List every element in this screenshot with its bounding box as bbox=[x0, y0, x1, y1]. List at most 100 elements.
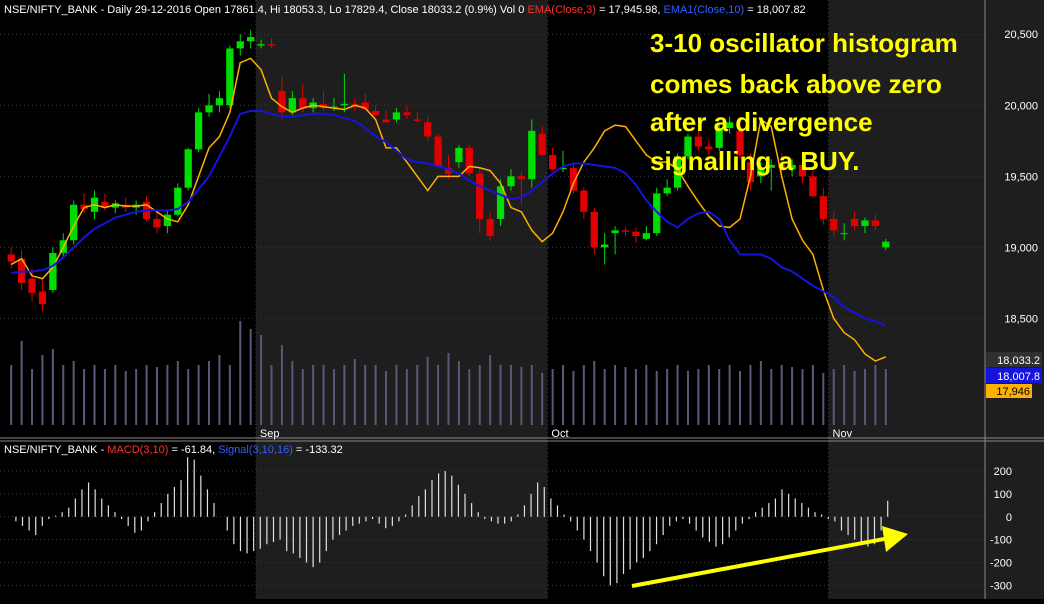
candle-body bbox=[569, 167, 578, 191]
volume-bar bbox=[270, 365, 273, 425]
candle-body bbox=[392, 112, 401, 120]
ema1-price-badge: 18,007.8 bbox=[997, 371, 1040, 383]
price-tick-label: 19,000 bbox=[1004, 242, 1038, 254]
osc-tick-label: -200 bbox=[990, 558, 1012, 570]
candle-body bbox=[403, 112, 411, 116]
osc-tick-label: -100 bbox=[990, 535, 1012, 547]
price-tick-label: 20,000 bbox=[1004, 100, 1038, 112]
candle-body bbox=[434, 136, 442, 167]
volume-bar bbox=[572, 371, 575, 425]
ema-label: EMA(Close,3) bbox=[527, 4, 595, 16]
volume-bar bbox=[103, 369, 106, 425]
annotation-line-1: 3-10 oscillator histogram bbox=[650, 28, 958, 58]
oscillator-histogram bbox=[15, 457, 889, 586]
candle-body bbox=[632, 231, 640, 236]
candle-body bbox=[736, 130, 744, 155]
candle-body bbox=[465, 147, 473, 174]
candle-body bbox=[153, 218, 161, 228]
header-prefix: NSE/NIFTY_BANK - Daily 29-12-2016 Open 1… bbox=[4, 4, 527, 16]
shade-sep bbox=[255, 0, 548, 599]
volume-bar bbox=[20, 341, 23, 425]
macd-value: = -61.84, bbox=[168, 444, 218, 456]
signal-value: = -133.32 bbox=[293, 444, 343, 456]
y-axis-labels: 18,500 19,000 19,500 20,000 20,500 200 100 0 -10… bbox=[990, 29, 1038, 592]
osc-tick-label: 0 bbox=[1006, 512, 1012, 524]
candle-body bbox=[28, 278, 36, 293]
volume-bar bbox=[791, 367, 794, 425]
signal-label: Signal(3,10,16) bbox=[218, 444, 293, 456]
volume-bar bbox=[135, 369, 138, 425]
macd-label: MACD(3,10) bbox=[107, 444, 168, 456]
candle-body bbox=[7, 254, 15, 262]
candle-body bbox=[871, 220, 880, 227]
volume-bar bbox=[145, 365, 148, 425]
volume-bar bbox=[93, 365, 96, 425]
volume-bar bbox=[385, 371, 388, 425]
candle-body bbox=[673, 156, 682, 188]
candle-body bbox=[205, 105, 213, 113]
volume-bar bbox=[457, 361, 460, 425]
volume-bar bbox=[197, 365, 200, 425]
divergence-arrowhead bbox=[882, 526, 908, 552]
volume-bars bbox=[10, 321, 887, 425]
candle-body bbox=[684, 136, 692, 157]
volume-bar bbox=[874, 365, 877, 425]
price-tick-label: 18,500 bbox=[1004, 313, 1038, 325]
candle-body bbox=[299, 98, 307, 109]
candle-body bbox=[642, 233, 650, 239]
candle-body bbox=[247, 37, 255, 42]
volume-bar bbox=[489, 355, 492, 425]
candle-body bbox=[70, 204, 78, 241]
volume-bar bbox=[10, 365, 13, 425]
candle-body bbox=[830, 218, 838, 231]
candle-body bbox=[174, 187, 182, 215]
volume-bar bbox=[801, 369, 804, 425]
candle-body bbox=[476, 173, 484, 219]
volume-bar bbox=[759, 361, 762, 425]
volume-bar bbox=[41, 355, 44, 425]
oscillator-header-text: NSE/NIFTY_BANK - MACD(3,10) = -61.84, Si… bbox=[4, 444, 343, 456]
candle-body bbox=[653, 193, 661, 234]
volume-bar bbox=[822, 373, 825, 425]
osc-tick-label: 200 bbox=[994, 466, 1012, 478]
volume-bar bbox=[187, 369, 190, 425]
candle-body bbox=[850, 218, 859, 227]
candle-body bbox=[215, 98, 224, 106]
volume-bar bbox=[260, 335, 263, 425]
volume-bar bbox=[624, 367, 627, 425]
volume-bar bbox=[62, 365, 65, 425]
annotation-line-3: after a divergence bbox=[650, 107, 873, 137]
volume-bar bbox=[468, 369, 471, 425]
volume-bar bbox=[478, 365, 481, 425]
volume-bar bbox=[697, 369, 700, 425]
candle-body bbox=[809, 176, 817, 197]
candle-body bbox=[278, 91, 286, 113]
volume-bar bbox=[707, 365, 710, 425]
candle-body bbox=[340, 103, 349, 106]
volume-bar bbox=[686, 371, 689, 425]
candle-body bbox=[413, 119, 421, 121]
price-badges: 18,033.2 18,007.8 17,946 bbox=[986, 352, 1042, 398]
volume-bar bbox=[832, 369, 835, 425]
candle-body bbox=[38, 291, 47, 305]
volume-bar bbox=[416, 365, 419, 425]
price-panel-header: NSE/NIFTY_BANK - Daily 29-12-2016 Open 1… bbox=[4, 4, 806, 456]
volume-bar bbox=[718, 369, 721, 425]
x-axis-labels: SepOctNovDec bbox=[260, 428, 853, 440]
volume-bar bbox=[666, 369, 669, 425]
volume-bar bbox=[332, 369, 335, 425]
candle-body bbox=[194, 112, 203, 150]
candle-body bbox=[621, 230, 630, 232]
candle-body bbox=[548, 155, 557, 170]
volume-bar bbox=[676, 365, 679, 425]
price-header-text: NSE/NIFTY_BANK - Daily 29-12-2016 Open 1… bbox=[4, 4, 806, 16]
volume-bar bbox=[603, 369, 606, 425]
shade-nov bbox=[828, 0, 1044, 599]
ema-price-badge: 17,946 bbox=[996, 386, 1030, 398]
candle-body bbox=[101, 201, 109, 208]
candle-body bbox=[163, 214, 172, 227]
ema-value: = 17,945.98, bbox=[596, 4, 664, 16]
